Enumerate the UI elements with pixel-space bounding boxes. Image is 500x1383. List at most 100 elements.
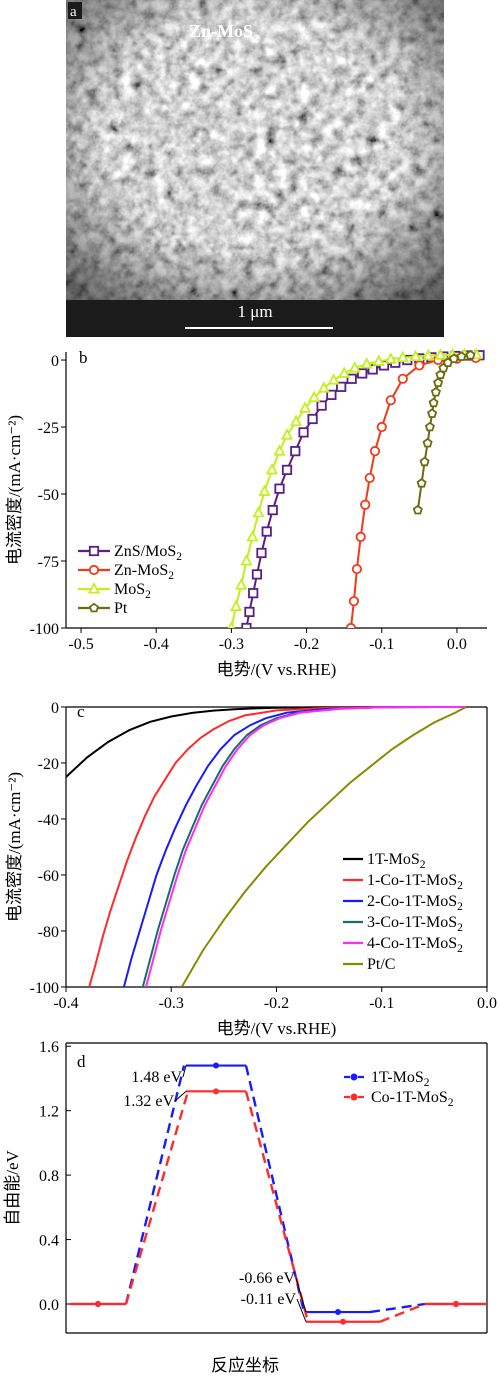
data-point-MoS2 (246, 529, 259, 542)
data-point-MoS2 (258, 484, 271, 496)
legend-label-text: ZnS/MoS (114, 543, 176, 560)
data-point-ZnS/MoS2 (251, 569, 263, 580)
chart-panel-c: -0.4 -0.3 -0.2 -0.1 0.0 0 -20 -40 -60 -80 -100 电势/(… (5, 700, 497, 1038)
legend-label-sub: 2 (176, 551, 182, 563)
data-point-MoS2 (235, 578, 248, 590)
data-point-ZnS/MoS2 (316, 400, 327, 411)
data-point-Zn-MoS2 (369, 446, 381, 457)
y-tick-label: 0.8 (39, 1168, 59, 1185)
annotation-leader (295, 1277, 307, 1313)
y-tick-label: -50 (38, 487, 59, 504)
legend-label-sub: 2 (420, 859, 426, 871)
y-tick-label: 1.2 (39, 1104, 59, 1121)
legend-marker (350, 1093, 358, 1101)
x-tick-label: -0.3 (159, 995, 184, 1012)
data-point-MoS2 (409, 349, 422, 362)
data-point-MoS2 (229, 599, 243, 612)
data-point-Pt (419, 456, 430, 467)
data-point-Pt (433, 377, 444, 388)
annotation-leader (182, 1065, 187, 1078)
data-point-ZnS/MoS2 (336, 381, 347, 392)
legend-label-sub: 2 (448, 1097, 454, 1109)
transition-line (369, 1302, 426, 1314)
y-tick-label: -20 (38, 756, 59, 773)
x-axis-label: 反应坐标 (211, 1356, 279, 1375)
plot-area (227, 347, 485, 628)
legend-label-text: 1-Co-1T-MoS (367, 872, 457, 889)
series-line-Zn-MoS2 (349, 356, 476, 628)
data-point-ZnS/MoS2 (274, 483, 285, 494)
data-point-Pt (430, 386, 441, 397)
data-point-Pt (422, 437, 433, 448)
data-point-ZnS/MoS2 (261, 526, 272, 537)
energy-annotation: 1.48 eV (131, 1069, 182, 1086)
x-axis-label: 电势/(V vs.RHE) (217, 1019, 337, 1038)
plot-area (66, 706, 467, 987)
x-tick-label: -0.4 (144, 636, 169, 653)
legend-label-sub: 2 (457, 880, 463, 892)
legend-label-text: Co-1T-MoS (371, 1089, 448, 1106)
legend-label-sub: 2 (457, 922, 463, 934)
data-point-ZnS/MoS2 (256, 547, 267, 559)
series-line-4-Co-1T-MoS2 (145, 706, 466, 987)
y-tick-label: 0.4 (39, 1233, 59, 1250)
data-point-MoS2 (227, 621, 236, 628)
legend-label: Co-1T-MoS2 (371, 1089, 454, 1109)
sem-title: Zn-MoS2 (189, 21, 259, 45)
series-line-Pt (416, 354, 471, 511)
legend-label: 1T-MoS2 (367, 851, 426, 871)
legend-label-text: 1T-MoS (367, 851, 420, 868)
transition-line (124, 1090, 190, 1305)
data-point-Zn-MoS2 (385, 395, 396, 406)
series-Co-1T-MoS2 (70, 1088, 487, 1325)
legend-label-text: 3-Co-1T-MoS (367, 914, 457, 931)
panel-label-a: a (70, 4, 77, 20)
y-tick-label: -75 (38, 554, 59, 571)
legend-marker (88, 602, 100, 613)
data-point-MoS2 (298, 401, 312, 413)
energy-annotation: -0.11 eV (241, 1291, 297, 1308)
data-point-Pt (424, 421, 435, 432)
sem-image-panel: a Zn-MoS2 1 μm (66, 0, 444, 337)
y-tick-label: -80 (38, 924, 59, 941)
y-tick-label: -100 (30, 980, 59, 997)
panel-label-c: c (77, 702, 85, 721)
legend-marker (350, 1073, 358, 1081)
data-point-MoS2 (252, 505, 265, 518)
x-tick-label: -0.5 (68, 636, 93, 653)
data-point-MoS2 (240, 554, 253, 566)
chart-panel-b: -0.5 -0.4 -0.3 -0.2 -0.1 0.0 0 -25 -50 -75 -100 电势/… (5, 347, 487, 679)
energy-point (95, 1301, 101, 1307)
data-point-Pt (435, 369, 446, 380)
legend-label: Pt (114, 600, 128, 617)
x-tick-label: -0.1 (369, 636, 394, 653)
x-tick-label: -0.2 (264, 995, 289, 1012)
legend-label: MoS2 (114, 581, 151, 601)
energy-point (335, 1309, 341, 1316)
transition-line (379, 1302, 426, 1323)
y-axis-label: 自由能/eV (3, 1150, 22, 1226)
annotation-leader (174, 1090, 187, 1102)
legend-label: 1T-MoS2 (371, 1069, 430, 1089)
legend-label: ZnS/MoS2 (114, 543, 182, 563)
data-point-MoS2 (372, 354, 385, 366)
sem-micrograph: a Zn-MoS2 1 μm (66, 0, 444, 337)
data-point-ZnS/MoS2 (248, 588, 259, 599)
data-point-ZnS/MoS2 (298, 427, 309, 438)
legend-label-sub: 2 (145, 589, 151, 601)
data-point-ZnS/MoS2 (346, 373, 357, 384)
legend-label-sub: 2 (168, 570, 174, 582)
data-point-Pt (456, 351, 467, 361)
legend-label-text: Pt (114, 600, 128, 617)
data-point-Pt (427, 408, 438, 418)
data-point-MoS2 (273, 444, 286, 456)
y-tick-label: -100 (30, 621, 59, 638)
data-point-Zn-MoS2 (414, 360, 425, 371)
legend-label-sub: 2 (457, 943, 463, 955)
data-point-ZnS/MoS2 (357, 368, 368, 379)
series-line-1-Co-1T-MoS2 (88, 706, 466, 987)
data-point-MoS2 (307, 390, 321, 403)
y-tick-label: 0 (51, 353, 59, 370)
legend-label-text: 1T-MoS (371, 1069, 424, 1086)
